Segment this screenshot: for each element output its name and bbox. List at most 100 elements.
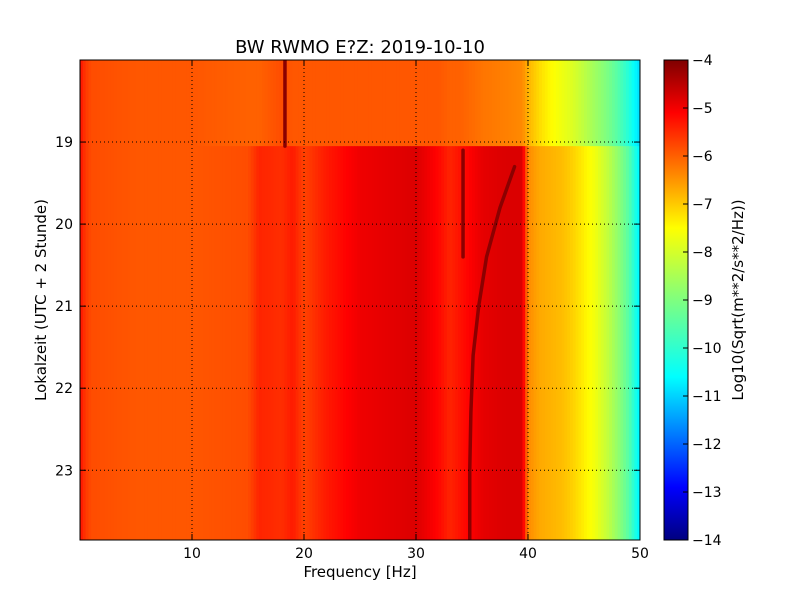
heatmap-cell [558, 146, 562, 540]
heatmap-cell [169, 146, 173, 540]
heatmap-cell [427, 146, 431, 540]
heatmap-cell [192, 146, 196, 540]
heatmap-cell [382, 146, 386, 540]
heatmap-cell [502, 60, 506, 147]
heatmap-cell [211, 60, 215, 147]
heatmap-cell [556, 146, 560, 540]
heatmap-cell [169, 60, 173, 147]
heatmap-cell [424, 146, 428, 540]
heatmap-cell [469, 146, 473, 540]
heatmap-cell [452, 60, 456, 147]
heatmap-cell [178, 146, 182, 540]
heatmap-cell [491, 60, 495, 147]
heatmap-cell [113, 60, 117, 147]
heatmap-cell [575, 60, 579, 147]
heatmap-cell [276, 146, 280, 540]
heatmap-cell [290, 60, 294, 147]
heatmap-cell [388, 146, 392, 540]
heatmap-cell [320, 60, 324, 147]
heatmap-cell [494, 60, 498, 147]
heatmap-cell [598, 60, 602, 147]
heatmap-cell [318, 60, 322, 147]
heatmap-cell [628, 60, 632, 147]
heatmap-cell [432, 146, 436, 540]
y-tick-label: 19 [55, 135, 73, 151]
heatmap-cell [295, 146, 299, 540]
heatmap-cell [376, 60, 380, 147]
heatmap-cell [589, 146, 593, 540]
heatmap-cell [402, 60, 406, 147]
heatmap-cell [360, 60, 364, 147]
heatmap-cell [208, 146, 212, 540]
colorbar-tick-label: −11 [692, 389, 722, 405]
heatmap-cell [634, 60, 638, 147]
heatmap-cell [528, 60, 532, 147]
heatmap-cell [449, 60, 453, 147]
heatmap-cell [444, 146, 448, 540]
heatmap-cell [334, 60, 338, 147]
heatmap-cell [581, 146, 585, 540]
heatmap-cell [124, 60, 128, 147]
heatmap-cell [581, 60, 585, 147]
heatmap-cell [444, 60, 448, 147]
heatmap-cell [270, 60, 274, 147]
heatmap-cell [208, 60, 212, 147]
heatmap-cell [113, 146, 117, 540]
heatmap-cell [528, 146, 532, 540]
heatmap-cell [525, 60, 529, 147]
heatmap-cell [508, 60, 512, 147]
heatmap-cell [477, 60, 481, 147]
heatmap-cell [102, 146, 106, 540]
heatmap-cell [458, 60, 462, 147]
heatmap-cell [438, 146, 442, 540]
heatmap-cell [298, 146, 302, 540]
heatmap-cell [553, 146, 557, 540]
heatmap-cell [455, 146, 459, 540]
heatmap-cell [474, 146, 478, 540]
heatmap-cell [388, 60, 392, 147]
heatmap-cell [155, 146, 159, 540]
heatmap-cell [360, 146, 364, 540]
heatmap-cell [326, 146, 330, 540]
heatmap-cell [85, 60, 89, 147]
heatmap-cell [631, 146, 635, 540]
heatmap-cell [186, 60, 190, 147]
heatmap-cell [102, 60, 106, 147]
heatmap-cell [175, 60, 179, 147]
heatmap-cell [486, 60, 490, 147]
heatmap-cell [318, 146, 322, 540]
heatmap-cell [432, 60, 436, 147]
heatmap-cell [410, 146, 414, 540]
heatmap-cell [236, 146, 240, 540]
heatmap-cell [200, 60, 204, 147]
x-axis-label: Frequency [Hz] [303, 563, 416, 581]
heatmap-cell [500, 146, 504, 540]
heatmap-cell [248, 60, 252, 147]
heatmap-cell [480, 60, 484, 147]
heatmap-cell [494, 146, 498, 540]
heatmap-cell [270, 146, 274, 540]
heatmap-cell [273, 146, 277, 540]
heatmap-cell [108, 60, 112, 147]
heatmap-cell [561, 146, 565, 540]
heatmap-cell [539, 60, 543, 147]
heatmap-cell [379, 60, 383, 147]
heatmap-cell [472, 60, 476, 147]
heatmap-cell [80, 146, 84, 540]
heatmap-cell [516, 146, 520, 540]
heatmap-cell [463, 146, 467, 540]
heatmap-cell [463, 60, 467, 147]
heatmap-cell [584, 60, 588, 147]
heatmap-cell [430, 60, 434, 147]
heatmap-cell [214, 60, 218, 147]
heatmap-cell [379, 146, 383, 540]
heatmap-cell [122, 146, 126, 540]
heatmap-cell [612, 60, 616, 147]
heatmap-cell [550, 146, 554, 540]
heatmap-cell [399, 60, 403, 147]
heatmap-cell [91, 146, 95, 540]
heatmap-cell [161, 60, 165, 147]
heatmap-cell [530, 60, 534, 147]
heatmap-cell [469, 60, 473, 147]
heatmap-cell [88, 60, 92, 147]
